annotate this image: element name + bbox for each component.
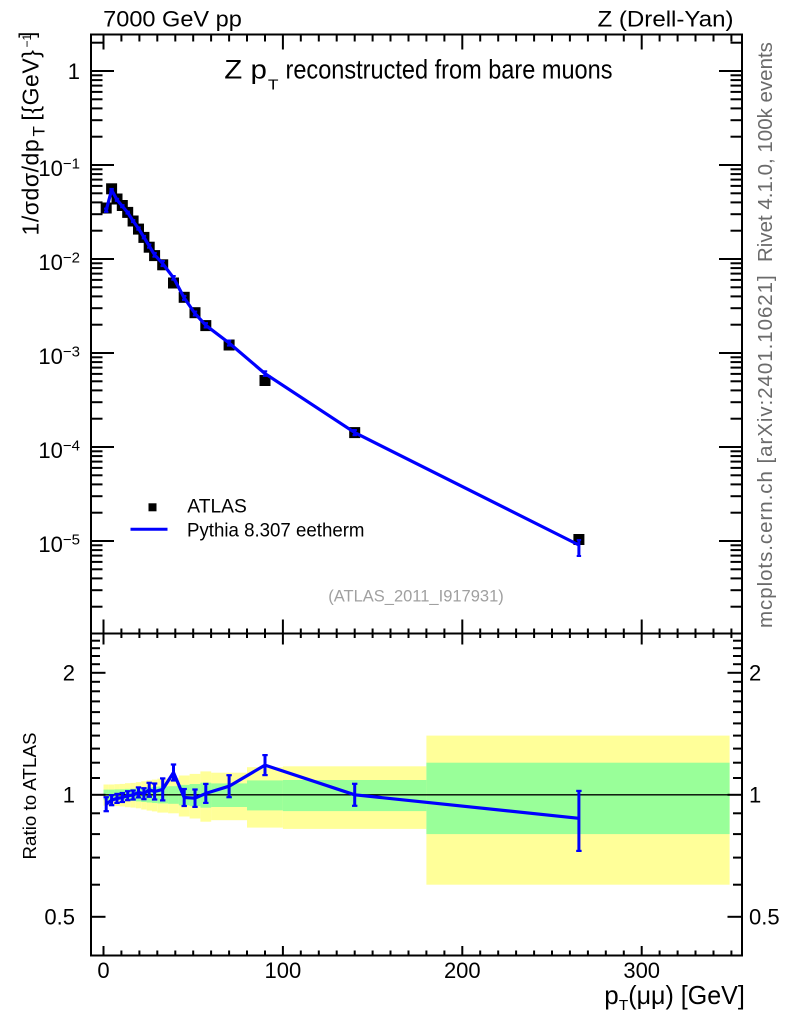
svg-text:1: 1 bbox=[749, 783, 761, 808]
svg-text:[{GeV}: [{GeV} bbox=[18, 50, 44, 121]
svg-text:T: T bbox=[619, 998, 629, 1014]
svg-text:2: 2 bbox=[749, 661, 761, 686]
svg-text:(ATLAS_2011_I917931): (ATLAS_2011_I917931) bbox=[328, 588, 504, 606]
svg-text:T: T bbox=[268, 78, 279, 94]
svg-text:(μμ) [GeV]: (μμ) [GeV] bbox=[628, 980, 745, 1010]
svg-text:1/σdσ/dp: 1/σdσ/dp bbox=[18, 139, 44, 236]
svg-text:0.5: 0.5 bbox=[44, 905, 75, 930]
svg-text:Ratio to ATLAS: Ratio to ATLAS bbox=[20, 733, 40, 860]
svg-text:mcplots.cern.ch [arXiv:2401.10: mcplots.cern.ch [arXiv:2401.10621] bbox=[754, 274, 777, 628]
svg-text:100: 100 bbox=[265, 958, 302, 983]
svg-text:Pythia 8.307 eetherm: Pythia 8.307 eetherm bbox=[187, 520, 365, 541]
svg-text:Z p: Z p bbox=[224, 55, 267, 85]
svg-text:ATLAS: ATLAS bbox=[187, 497, 247, 518]
svg-text:Rivet 4.1.0, 100k events: Rivet 4.1.0, 100k events bbox=[754, 42, 777, 262]
svg-text:200: 200 bbox=[444, 958, 481, 983]
svg-text:0: 0 bbox=[97, 958, 109, 983]
svg-text:300: 300 bbox=[623, 958, 660, 983]
svg-text:7000 GeV pp: 7000 GeV pp bbox=[103, 6, 242, 31]
svg-text:reconstructed from bare muons: reconstructed from bare muons bbox=[286, 55, 613, 85]
svg-text:0.5: 0.5 bbox=[749, 905, 780, 930]
svg-text:2: 2 bbox=[63, 661, 75, 686]
svg-text:1: 1 bbox=[63, 783, 75, 808]
svg-text:]: ] bbox=[15, 32, 40, 38]
svg-text:p: p bbox=[604, 980, 618, 1010]
svg-text:T: T bbox=[30, 126, 49, 136]
svg-text:Z (Drell-Yan): Z (Drell-Yan) bbox=[598, 6, 734, 31]
svg-text:−1: −1 bbox=[20, 33, 34, 47]
svg-text:1: 1 bbox=[68, 59, 80, 84]
